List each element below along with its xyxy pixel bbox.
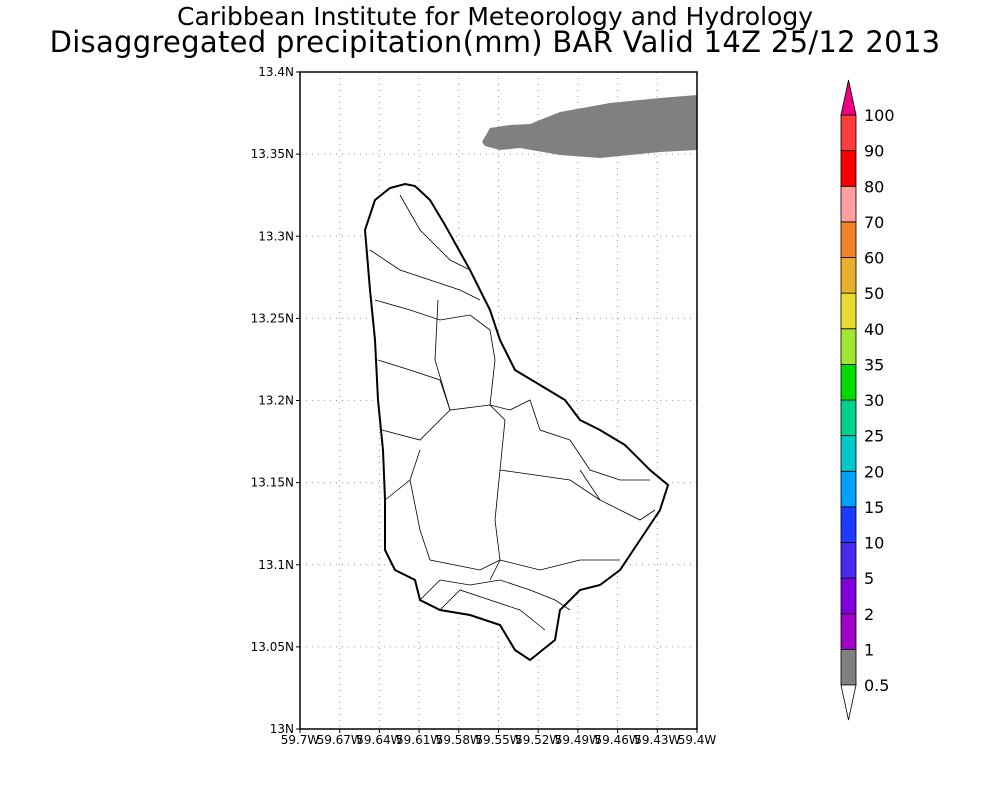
colorbar-segment — [840, 542, 857, 579]
colorbar-segment — [840, 613, 857, 650]
colorbar-label: 80 — [864, 177, 884, 196]
lon-tick-label: 59.4W — [678, 733, 717, 747]
lat-tick-label: 13.1N — [258, 558, 294, 572]
title-institute: Caribbean Institute for Meteorology and … — [177, 2, 813, 31]
lon-tick-label: 59.64W — [356, 733, 402, 747]
colorbar-segment — [840, 435, 857, 472]
colorbar-label: 15 — [864, 498, 884, 517]
colorbar-label: 90 — [864, 142, 884, 161]
colorbar-label: 1 — [864, 640, 874, 659]
lon-tick-label: 59.43W — [634, 733, 680, 747]
lat-tick-label: 13.4N — [258, 65, 294, 79]
colorbar-label: 2 — [864, 605, 874, 624]
lon-tick-label: 59.49W — [555, 733, 601, 747]
colorbar-label: 50 — [864, 284, 884, 303]
lon-tick-label: 59.61W — [396, 733, 442, 747]
colorbar-segment — [840, 292, 857, 330]
colorbar-under-triangle — [840, 684, 857, 721]
colorbar-segment — [840, 221, 857, 258]
colorbar-label: 20 — [864, 462, 884, 481]
lon-tick-label: 59.46W — [594, 733, 640, 747]
axis-labels: 13N 13.05N 13.1N 13.15N 13.2N 13.25N 13.3N 13.3… — [251, 65, 717, 747]
lat-tick-label: 13.05N — [251, 640, 294, 654]
colorbar-over-triangle — [840, 79, 857, 116]
colorbar-segment — [840, 648, 857, 686]
colorbar-label: 0.5 — [864, 676, 889, 695]
lat-tick-label: 13.35N — [251, 147, 294, 161]
lat-tick-label: 13.2N — [258, 394, 294, 408]
watershed-boundaries — [369, 194, 656, 631]
colorbar-segment — [840, 577, 857, 615]
barbados-coastline — [363, 182, 670, 662]
colorbar-label: 35 — [864, 355, 884, 374]
colorbar-label: 60 — [864, 249, 884, 268]
colorbar-label: 40 — [864, 320, 884, 339]
lon-tick-label: 59.58W — [436, 733, 482, 747]
colorbar-segment — [840, 506, 857, 543]
colorbar-segment — [840, 114, 857, 152]
colorbar-segment — [840, 399, 857, 437]
colorbar-label: 10 — [864, 534, 884, 553]
colorbar-segment — [840, 363, 857, 401]
lon-tick-label: 59.52W — [515, 733, 561, 747]
lat-tick-label: 13.3N — [258, 229, 294, 243]
colorbar-segment — [840, 257, 857, 294]
colorbar-segment — [840, 150, 857, 187]
title-product: Disaggregated precipitation(mm) BAR Vali… — [49, 25, 941, 59]
colorbar-label: 70 — [864, 213, 884, 232]
colorbar-label: 5 — [864, 569, 874, 588]
lat-tick-label: 13.15N — [251, 476, 294, 490]
colorbar-segment — [840, 185, 857, 223]
lat-tick-label: 13N — [270, 722, 294, 736]
colorbar-label: 25 — [864, 427, 884, 446]
lon-tick-label: 59.55W — [475, 733, 521, 747]
colorbar-segment — [840, 328, 857, 365]
colorbar-label: 100 — [864, 106, 895, 125]
precip-area-gray — [482, 95, 697, 158]
lon-tick-label: 59.7W — [281, 733, 320, 747]
colorbar-label: 30 — [864, 391, 884, 410]
lon-tick-label: 59.67W — [317, 733, 363, 747]
lat-tick-label: 13.25N — [251, 311, 294, 325]
colorbar-segment — [840, 470, 857, 508]
